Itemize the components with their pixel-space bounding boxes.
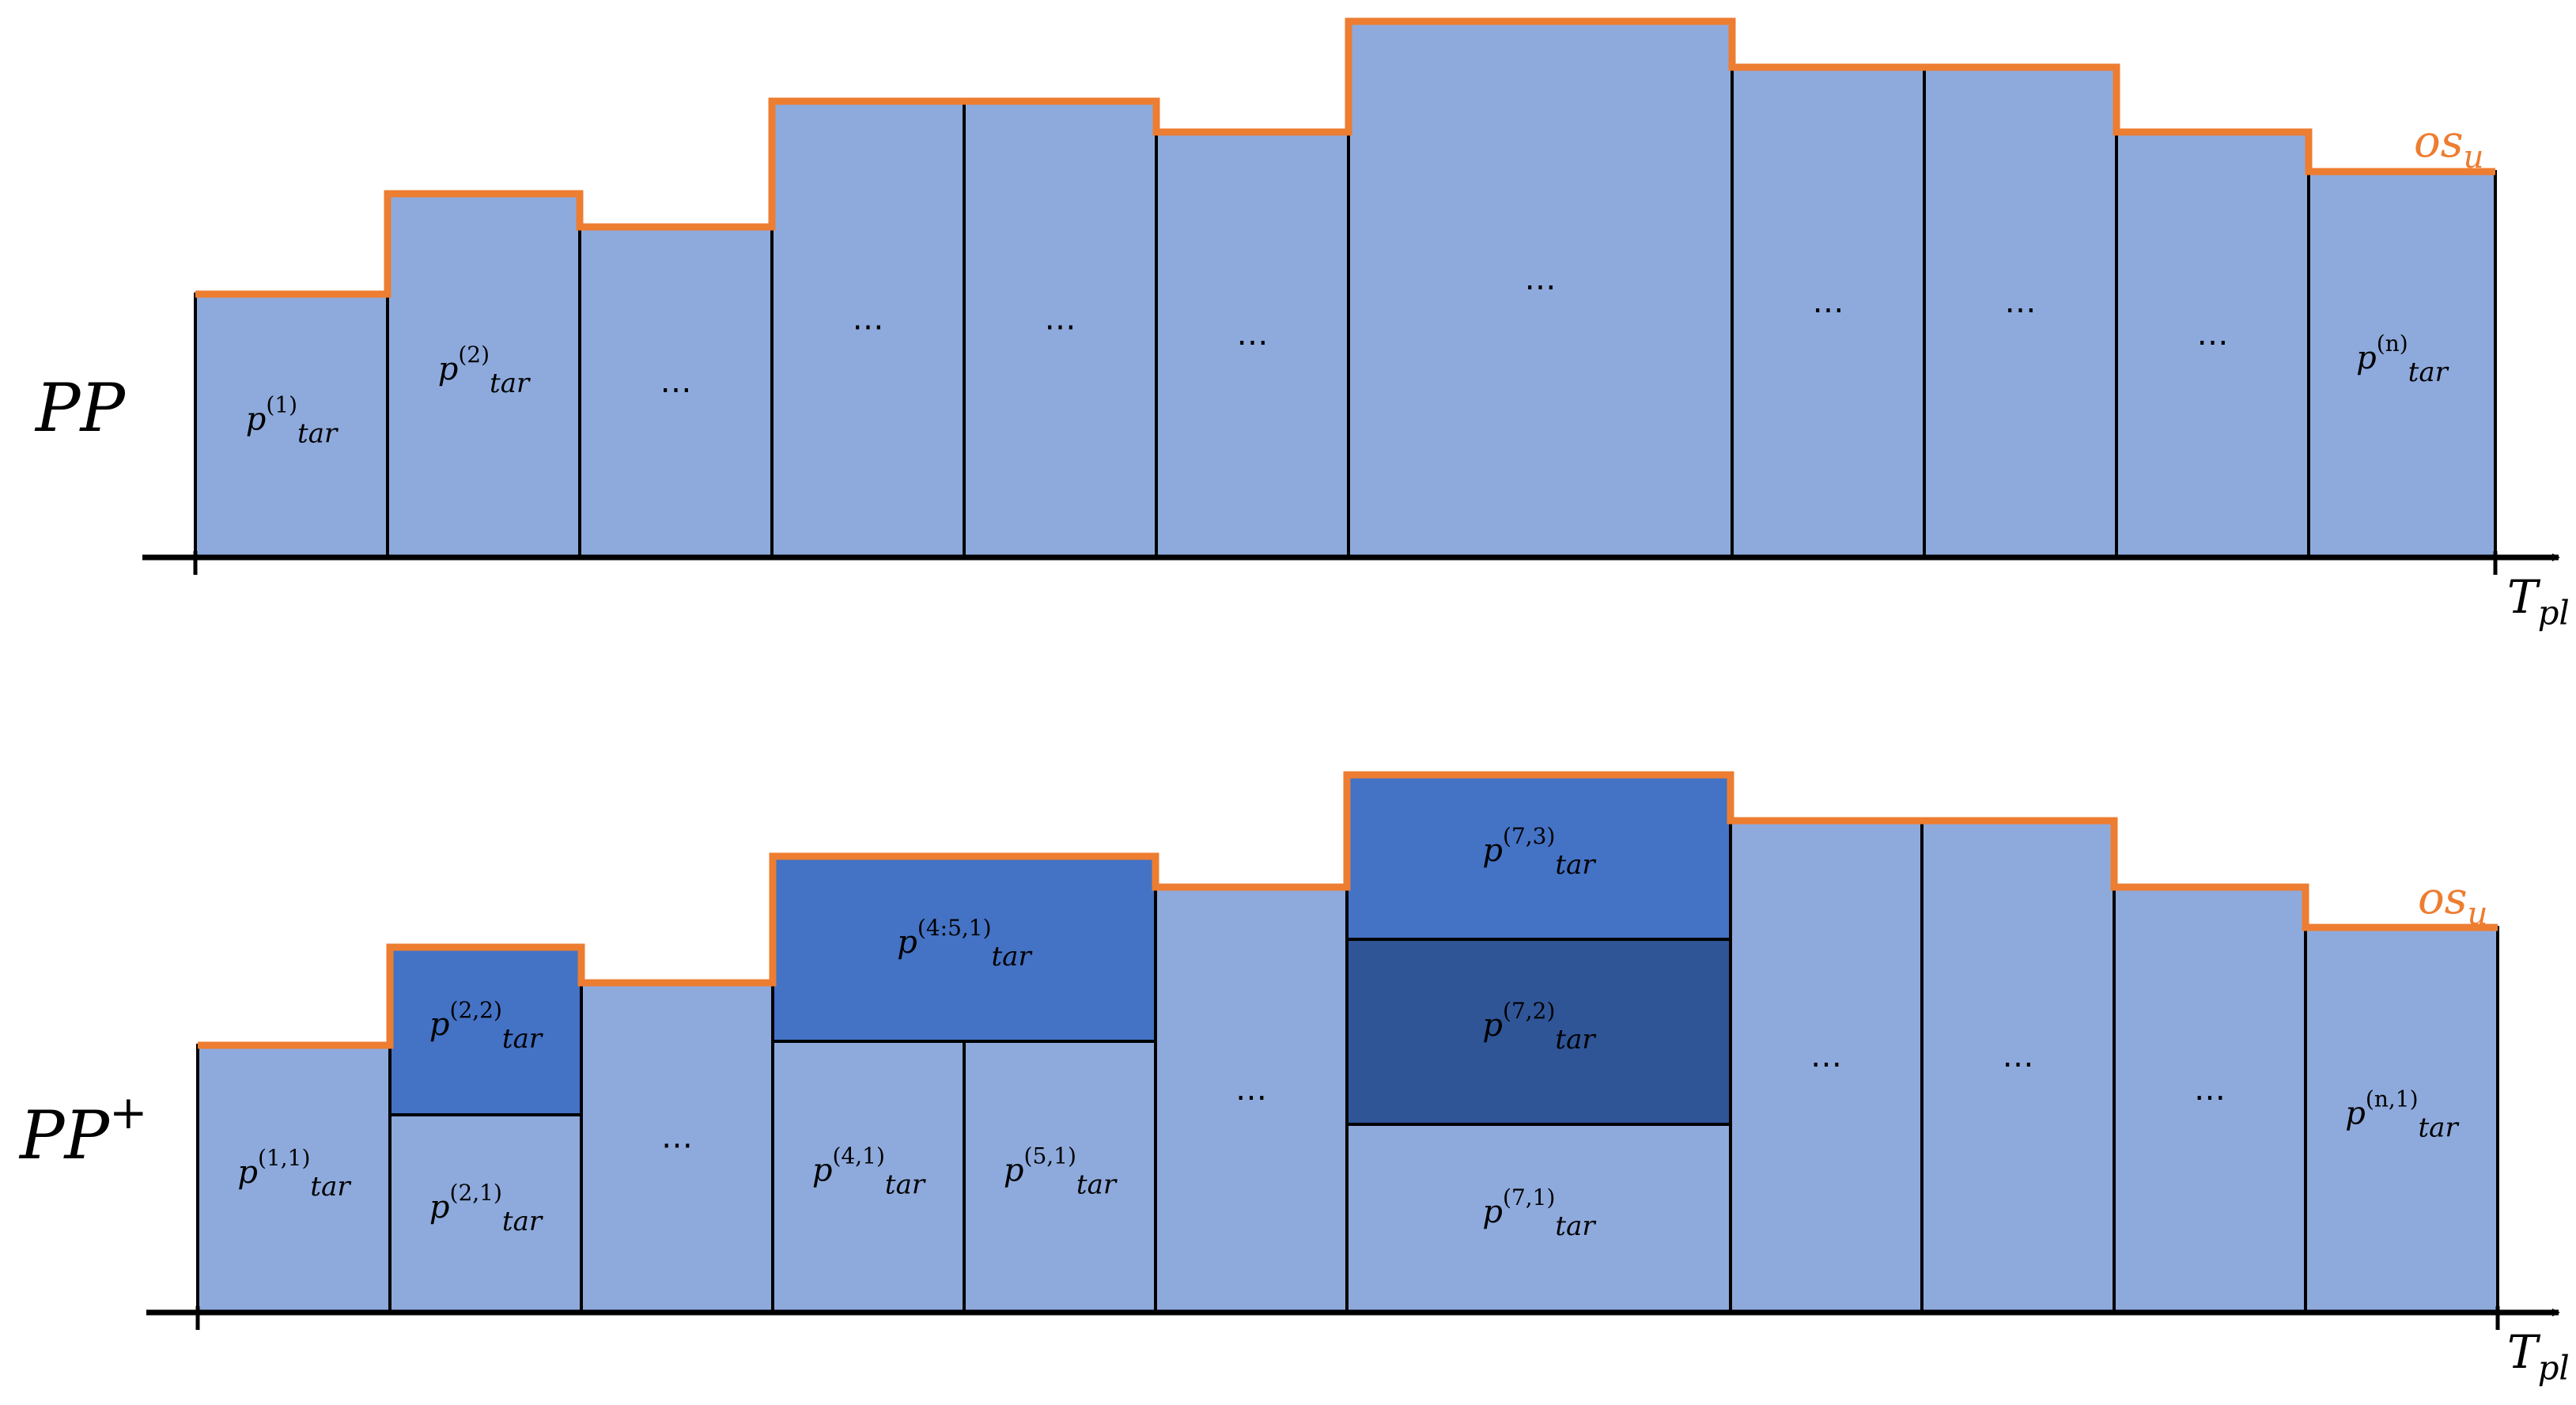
panel-label: PP+	[18, 1086, 148, 1174]
block-label: …	[1810, 1038, 1842, 1075]
block-rect	[196, 1044, 392, 1314]
block-rect	[1729, 819, 1923, 1314]
block-label: …	[1525, 261, 1557, 297]
block: …	[2115, 130, 2310, 559]
axis-label: Tpl	[2507, 1325, 2570, 1388]
profile-label: osu	[2414, 116, 2483, 176]
block-label: …	[1045, 301, 1076, 338]
block: p(7,3)tar	[1345, 773, 1732, 941]
block-rect	[2304, 926, 2499, 1314]
block-label: p(7,2)tar	[1482, 998, 1596, 1056]
block: p(n,1)tar	[2304, 926, 2499, 1314]
block-label: p(7,1)tar	[1482, 1184, 1596, 1242]
block-rect	[1155, 130, 1350, 559]
block: p(2)tar	[386, 192, 581, 559]
top-panel: p(1)tar p(2)tar … … … … … … … … p(n)tar osu Tpl PP	[34, 17, 2570, 633]
block-rect	[1923, 66, 2118, 559]
block-label: …	[1235, 1071, 1267, 1108]
block-rect	[386, 192, 581, 559]
block-label: …	[661, 1120, 693, 1156]
profile-line	[198, 771, 2498, 1049]
block-label: …	[1237, 316, 1269, 353]
block-rect	[1731, 66, 1926, 559]
block-rect	[771, 1040, 966, 1314]
block-label: p(1)tar	[246, 392, 339, 450]
block-label: …	[2197, 316, 2229, 353]
block: …	[1920, 819, 2116, 1314]
block-rect	[388, 1113, 583, 1314]
block-label: p(n,1)tar	[2345, 1086, 2459, 1144]
profile-label: osu	[2418, 873, 2487, 932]
block: …	[1154, 886, 1349, 1314]
block-label: p(n)tar	[2356, 330, 2449, 388]
block: p(2,2)tar	[388, 946, 583, 1116]
block-rect	[2307, 170, 2497, 559]
block-label: …	[660, 364, 692, 400]
block: p(4,1)tar	[771, 1040, 966, 1314]
block-rect	[580, 981, 774, 1314]
block-label: …	[2003, 1038, 2034, 1075]
block: …	[1729, 819, 1923, 1314]
block: …	[1155, 130, 1350, 559]
block-rect	[1154, 886, 1349, 1314]
block: p(1,1)tar	[196, 1044, 392, 1314]
profile-line	[195, 17, 2495, 298]
block-label: …	[853, 301, 884, 338]
block: …	[580, 981, 774, 1314]
block-label: p(2,2)tar	[429, 997, 543, 1055]
block-label: …	[2005, 284, 2037, 320]
block: p(2,1)tar	[388, 1113, 583, 1314]
block-label: …	[2194, 1071, 2226, 1108]
block-rect	[963, 1040, 1157, 1314]
block-label: p(4:5,1)tar	[897, 915, 1032, 973]
block-rect	[771, 855, 1157, 1043]
axis-label: Tpl	[2507, 570, 2570, 633]
block-rect	[1345, 938, 1732, 1126]
block: p(5,1)tar	[963, 1040, 1157, 1314]
block-rect	[2115, 130, 2310, 559]
block-label: p(7,3)tar	[1482, 823, 1596, 881]
block-label: p(2)tar	[438, 342, 531, 399]
block: …	[963, 100, 1158, 559]
block-label: p(5,1)tar	[1004, 1143, 1118, 1201]
block-rect	[1345, 773, 1732, 941]
block: …	[770, 100, 966, 559]
block: …	[2113, 886, 2307, 1314]
block-label: p(4,1)tar	[812, 1143, 926, 1201]
block: p(4:5,1)tar	[771, 855, 1157, 1043]
block: …	[578, 225, 774, 559]
block-rect	[388, 946, 583, 1116]
panel-label: PP	[34, 369, 127, 447]
block: p(1)tar	[194, 293, 389, 559]
block-rect	[194, 293, 389, 559]
block-label: …	[1813, 284, 1844, 320]
block: p(n)tar	[2307, 170, 2497, 559]
bottom-panel: p(1,1)tar p(2,1)tar p(2,2)tar … p(4,1)tar p(5…	[18, 771, 2570, 1388]
block: …	[1731, 66, 1926, 559]
block-label: p(2,1)tar	[429, 1180, 543, 1237]
block: …	[1347, 20, 1734, 559]
block: p(7,1)tar	[1345, 1123, 1732, 1314]
block-label: p(1,1)tar	[237, 1145, 351, 1203]
block-rect	[1345, 1123, 1732, 1314]
block: …	[1923, 66, 2118, 559]
block: p(7,2)tar	[1345, 938, 1732, 1126]
